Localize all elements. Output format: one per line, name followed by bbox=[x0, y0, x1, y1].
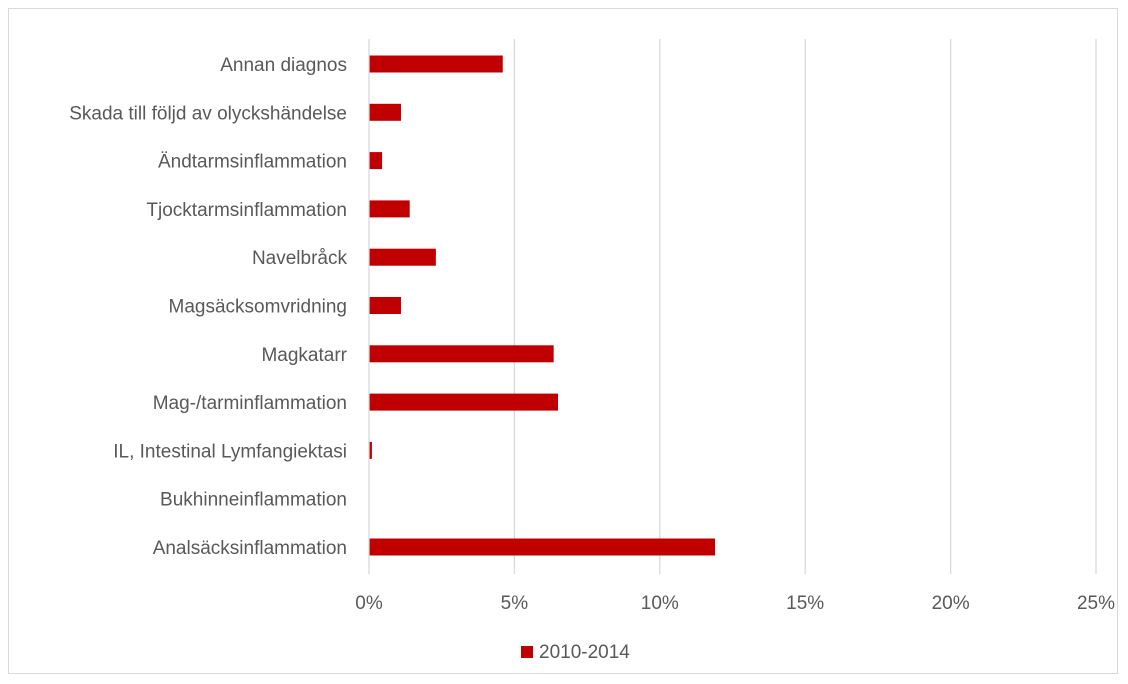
category-label-2: Ändtarmsinflammation bbox=[158, 152, 347, 173]
bar-10 bbox=[369, 538, 716, 556]
x-tick-label-1: 5% bbox=[501, 593, 529, 614]
x-axis-tick-labels: 0% 5% 10% 15% 20% 25% bbox=[355, 593, 1115, 614]
category-label-3: Tjocktarmsinflammation bbox=[146, 200, 347, 221]
category-label-9: Bukhinneinflammation bbox=[160, 490, 347, 511]
category-label-1: Skada till följd av olyckshändelse bbox=[69, 103, 347, 124]
x-tick-label-3: 15% bbox=[786, 593, 824, 614]
legend-label: 2010-2014 bbox=[539, 642, 630, 663]
x-tick-label-2: 10% bbox=[641, 593, 679, 614]
legend-swatch bbox=[521, 646, 533, 658]
category-label-8: IL, Intestinal Lymfangiektasi bbox=[113, 441, 347, 462]
category-label-5: Magsäcksomvridning bbox=[169, 297, 347, 318]
category-label-7: Mag-/tarminflammation bbox=[153, 393, 347, 414]
x-tick-label-0: 0% bbox=[355, 593, 383, 614]
category-labels: Annan diagnos Skada till följd av olycksh… bbox=[69, 55, 347, 559]
x-tick-label-5: 25% bbox=[1077, 593, 1115, 614]
bar-6 bbox=[369, 345, 554, 363]
chart-area: Annan diagnos Skada till följd av olycksh… bbox=[8, 8, 1118, 674]
bar-1 bbox=[369, 103, 401, 121]
bar-4 bbox=[369, 248, 436, 266]
category-label-0: Annan diagnos bbox=[220, 55, 347, 76]
bar-7 bbox=[369, 393, 559, 411]
bar-0 bbox=[369, 55, 503, 73]
bar-8 bbox=[369, 441, 372, 459]
legend: 2010-2014 bbox=[521, 642, 630, 663]
gridlines bbox=[513, 39, 1097, 574]
category-label-6: Magkatarr bbox=[261, 345, 347, 366]
bars bbox=[369, 55, 716, 556]
bar-chart: Annan diagnos Skada till följd av olycksh… bbox=[69, 39, 1115, 663]
bar-2 bbox=[369, 152, 383, 170]
category-label-10: Analsäcksinflammation bbox=[153, 538, 347, 559]
bar-5 bbox=[369, 297, 401, 314]
x-tick-label-4: 20% bbox=[932, 593, 970, 614]
category-label-4: Navelbråck bbox=[252, 248, 348, 269]
bar-3 bbox=[369, 200, 410, 218]
